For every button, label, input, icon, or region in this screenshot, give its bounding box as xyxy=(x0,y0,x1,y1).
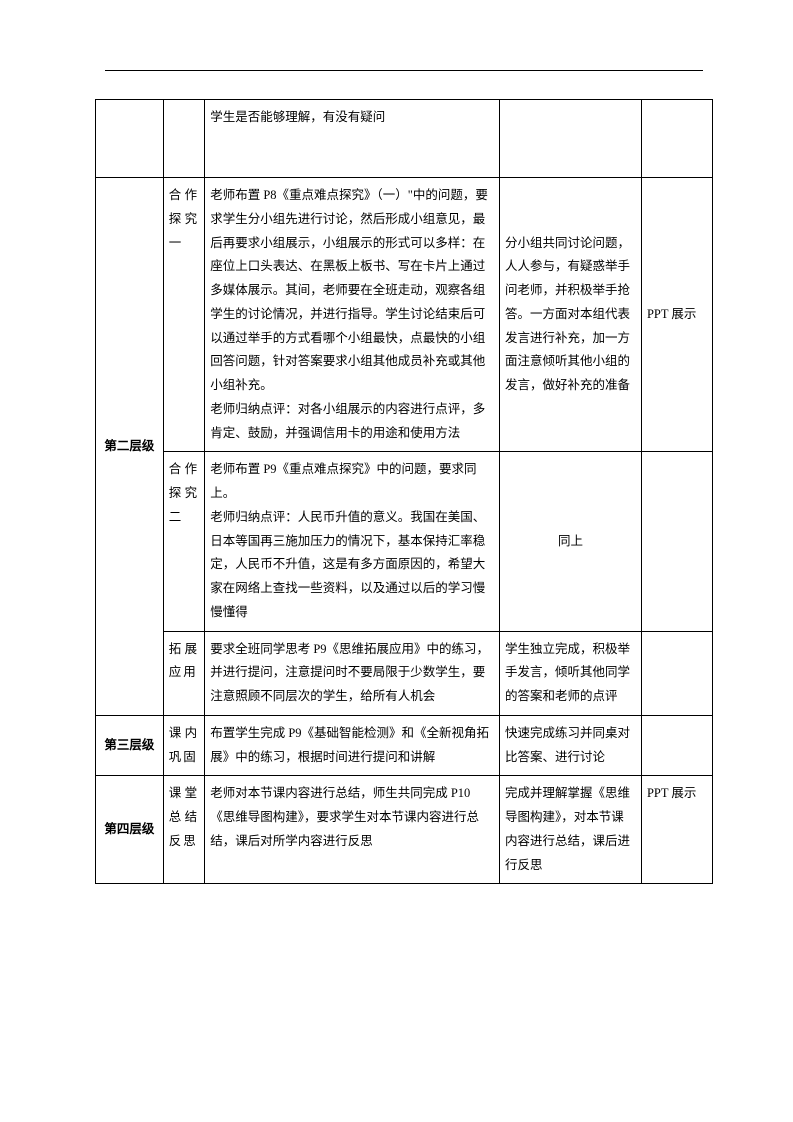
cell-resource xyxy=(641,452,712,631)
cell-stage xyxy=(163,100,204,178)
cell-resource xyxy=(641,100,712,178)
cell-student: 分小组共同讨论问题，人人参与，有疑惑举手问老师，并积极举手抢答。一方面对本组代表… xyxy=(500,178,642,452)
cell-student: 快速完成练习并同桌对比答案、进行讨论 xyxy=(500,715,642,776)
table-row: 第三层级 课内巩固 布置学生完成 P9《基础智能检测》和《全新视角拓展》中的练习… xyxy=(96,715,713,776)
cell-level-2: 第二层级 xyxy=(96,178,164,716)
cell-stage: 合作探究一 xyxy=(163,178,204,452)
cell-level xyxy=(96,100,164,178)
cell-stage: 课内巩固 xyxy=(163,715,204,776)
cell-student: 同上 xyxy=(500,452,642,631)
cell-level-3: 第三层级 xyxy=(96,715,164,776)
cell-stage: 拓展应用 xyxy=(163,631,204,715)
cell-teacher: 布置学生完成 P9《基础智能检测》和《全新视角拓展》中的练习，根据时间进行提问和… xyxy=(205,715,500,776)
cell-resource xyxy=(641,631,712,715)
stage-label: 合作探究一 xyxy=(169,184,199,255)
stage-label: 课内巩固 xyxy=(169,722,199,770)
cell-teacher: 老师布置 P8《重点难点探究》（一）"中的问题，要求学生分小组先进行讨论，然后形… xyxy=(205,178,500,452)
cell-resource: PPT 展示 xyxy=(641,776,712,884)
cell-teacher: 学生是否能够理解，有没有疑问 xyxy=(205,100,500,178)
table-row: 第四层级 课堂总结反思 老师对本节课内容进行总结，师生共同完成 P10《思维导图… xyxy=(96,776,713,884)
cell-student: 学生独立完成，积极举手发言，倾听其他同学的答案和老师的点评 xyxy=(500,631,642,715)
stage-label: 课堂总结反思 xyxy=(169,782,199,853)
cell-stage: 课堂总结反思 xyxy=(163,776,204,884)
cell-student: 完成并理解掌握《思维导图构建》，对本节课内容进行总结，课后进行反思 xyxy=(500,776,642,884)
cell-resource: PPT 展示 xyxy=(641,178,712,452)
stage-label: 合作探究二 xyxy=(169,458,199,529)
table-row: 拓展应用 要求全班同学思考 P9《思维拓展应用》中的练习，并进行提问，注意提问时… xyxy=(96,631,713,715)
cell-teacher: 老师布置 P9《重点难点探究》中的问题，要求同上。 老师归纳点评：人民币升值的意… xyxy=(205,452,500,631)
table-row: 合作探究二 老师布置 P9《重点难点探究》中的问题，要求同上。 老师归纳点评：人… xyxy=(96,452,713,631)
cell-teacher: 要求全班同学思考 P9《思维拓展应用》中的练习，并进行提问，注意提问时不要局限于… xyxy=(205,631,500,715)
cell-teacher: 老师对本节课内容进行总结，师生共同完成 P10《思维导图构建》，要求学生对本节课… xyxy=(205,776,500,884)
lesson-plan-table: 学生是否能够理解，有没有疑问 第二层级 合作探究一 老师布置 P8《重点难点探究… xyxy=(95,99,713,884)
cell-student xyxy=(500,100,642,178)
top-rule xyxy=(105,70,703,71)
table-row: 学生是否能够理解，有没有疑问 xyxy=(96,100,713,178)
stage-label: 拓展应用 xyxy=(169,638,199,686)
cell-level-4: 第四层级 xyxy=(96,776,164,884)
table-row: 第二层级 合作探究一 老师布置 P8《重点难点探究》（一）"中的问题，要求学生分… xyxy=(96,178,713,452)
cell-resource xyxy=(641,715,712,776)
cell-stage: 合作探究二 xyxy=(163,452,204,631)
page: 学生是否能够理解，有没有疑问 第二层级 合作探究一 老师布置 P8《重点难点探究… xyxy=(0,0,793,1122)
